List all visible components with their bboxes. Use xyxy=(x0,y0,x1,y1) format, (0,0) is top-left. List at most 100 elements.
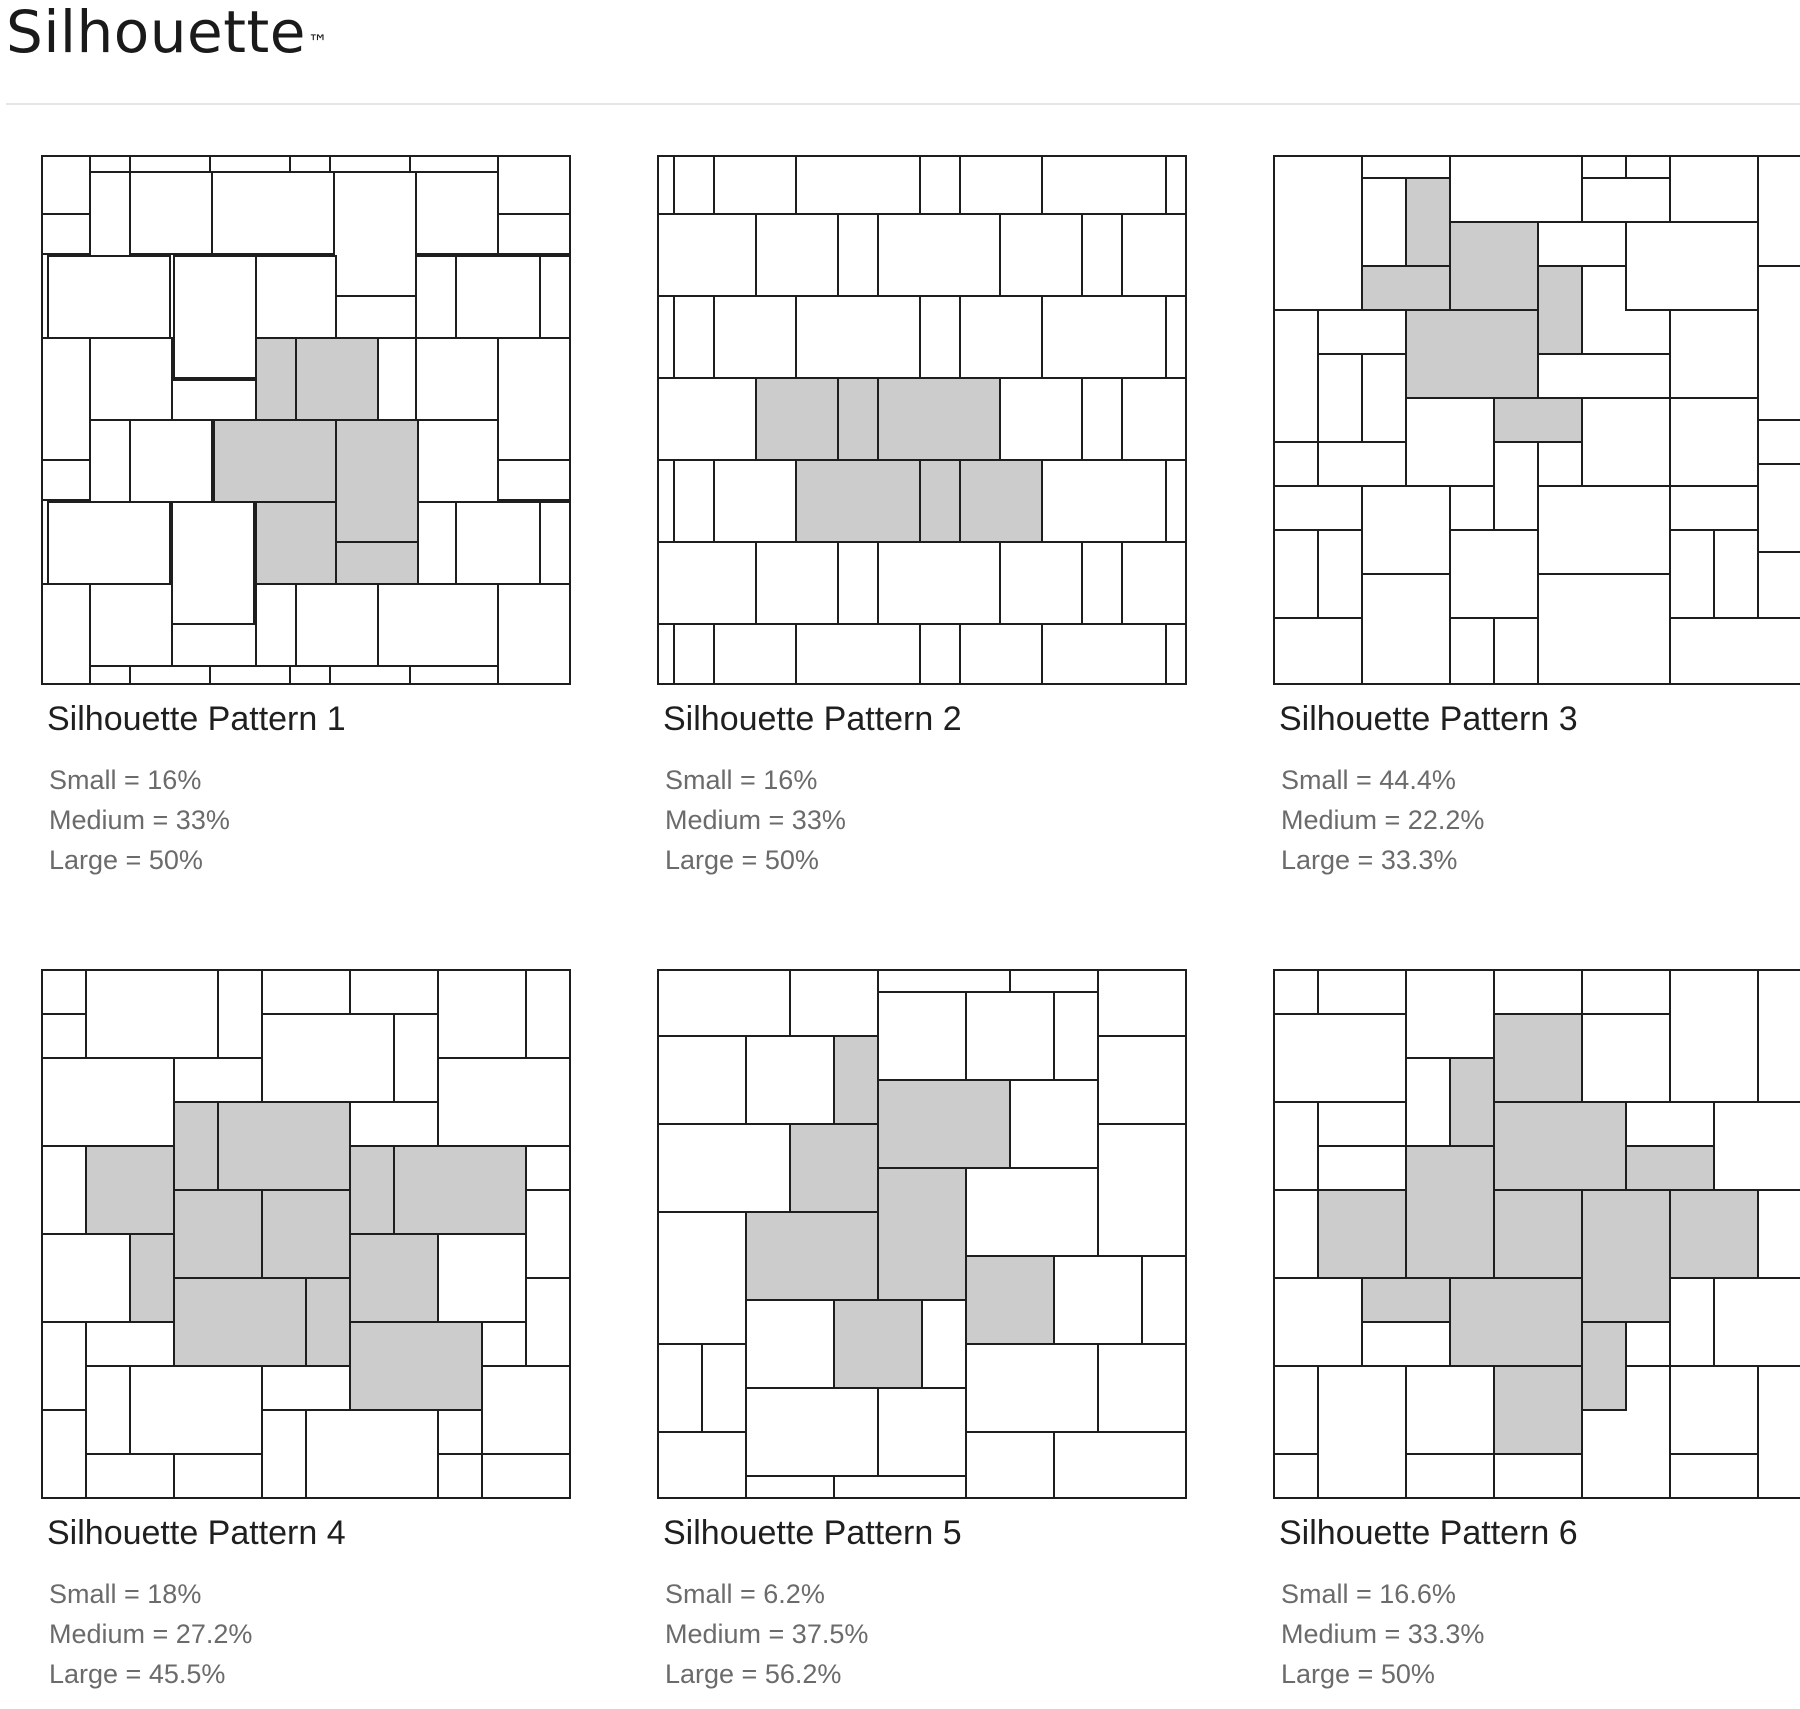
paver-tile xyxy=(1097,1123,1187,1257)
paver-tile xyxy=(1669,397,1759,487)
paver-tile xyxy=(1053,1255,1143,1345)
paver-tile xyxy=(1317,353,1363,443)
paver-tile xyxy=(1041,623,1167,685)
paver-tile xyxy=(959,295,1043,379)
paver-tile xyxy=(481,1365,571,1455)
paver-tile xyxy=(209,155,291,173)
paver-tile xyxy=(919,155,961,215)
paver-tile xyxy=(409,665,499,685)
paver-tile xyxy=(1141,1255,1187,1345)
paver-tile xyxy=(1669,617,1800,685)
paver-tile xyxy=(1581,1013,1671,1103)
highlighted-tile xyxy=(755,377,839,461)
highlight-group xyxy=(755,377,1043,543)
pattern-card-5[interactable]: Silhouette Pattern 5 Small = 6.2% Medium… xyxy=(657,969,1217,1709)
paver-tile xyxy=(1537,573,1671,685)
paver-tile xyxy=(481,1453,571,1499)
paver-tile xyxy=(1317,1101,1407,1147)
paver-tile xyxy=(1757,265,1800,421)
highlighted-tile xyxy=(1317,1189,1407,1279)
paver-tile xyxy=(261,969,351,1015)
paver-tile xyxy=(745,1387,879,1477)
paver-tile xyxy=(1361,485,1451,575)
paver-tile xyxy=(261,1409,307,1499)
paver-tile xyxy=(959,155,1043,215)
paver-tile xyxy=(1757,1189,1800,1279)
highlighted-tile xyxy=(1405,1145,1495,1279)
trademark-symbol: ™ xyxy=(307,30,329,54)
highlighted-tile xyxy=(255,337,297,421)
size-breakdown: Small = 44.4% Medium = 22.2% Large = 33.… xyxy=(1281,760,1484,880)
paver-tile xyxy=(1537,353,1671,399)
highlighted-tile xyxy=(1581,1189,1671,1323)
small-percentage: Small = 6.2% xyxy=(665,1579,825,1609)
paver-tile xyxy=(795,623,921,685)
highlighted-tile xyxy=(173,1101,219,1191)
highlighted-tile xyxy=(877,1167,967,1301)
paver-tile xyxy=(211,171,335,255)
paver-tile xyxy=(999,541,1083,625)
paver-tile xyxy=(539,501,571,585)
paver-tile xyxy=(525,1189,571,1279)
highlighted-tile xyxy=(349,1233,439,1323)
highlighted-tile xyxy=(1493,397,1583,443)
paver-tile xyxy=(1165,295,1187,379)
paver-tile xyxy=(713,459,797,543)
medium-percentage: Medium = 33.3% xyxy=(1281,1619,1485,1649)
paver-tile xyxy=(1713,1101,1800,1191)
paver-tile xyxy=(1669,969,1759,1103)
paver-tile xyxy=(1669,1365,1759,1455)
paver-tile xyxy=(795,155,921,215)
pattern-card-3[interactable]: Silhouette Pattern 3 Small = 44.4% Mediu… xyxy=(1273,155,1800,895)
paver-tile xyxy=(1713,529,1759,619)
paver-tile xyxy=(41,213,91,255)
paver-tile xyxy=(1317,441,1407,487)
pattern-2-diagram xyxy=(657,155,1187,685)
paver-tile xyxy=(415,501,457,585)
paver-tile xyxy=(701,1343,747,1433)
paver-tile xyxy=(1121,213,1187,297)
paver-tile xyxy=(1317,529,1363,619)
paver-tile xyxy=(173,1057,263,1103)
pattern-card-4[interactable]: Silhouette Pattern 4 Small = 18% Medium … xyxy=(41,969,601,1709)
pattern-card-2[interactable]: Silhouette Pattern 2 Small = 16% Medium … xyxy=(657,155,1217,895)
paver-tile xyxy=(455,255,541,339)
paver-tile xyxy=(255,583,297,667)
paver-tile xyxy=(1581,397,1671,487)
paver-tile xyxy=(673,623,715,685)
highlighted-tile xyxy=(1669,1189,1759,1279)
pattern-name: Silhouette Pattern 1 xyxy=(47,700,346,738)
highlighted-tile xyxy=(1493,1189,1583,1279)
paver-tile xyxy=(525,1145,571,1191)
paver-tile xyxy=(1625,155,1671,179)
highlighted-tile xyxy=(1581,1321,1627,1411)
highlight-group xyxy=(1361,177,1583,443)
paver-tile xyxy=(305,1409,439,1499)
paver-tile xyxy=(755,213,839,297)
highlight-group xyxy=(745,1035,1055,1389)
paver-tile xyxy=(657,623,675,685)
paver-tile xyxy=(129,1365,263,1455)
pattern-card-1[interactable]: Silhouette Pattern 1 Small = 16% Medium … xyxy=(41,155,601,895)
pattern-card-6[interactable]: Silhouette Pattern 6 Small = 16.6% Mediu… xyxy=(1273,969,1800,1709)
paver-tile xyxy=(41,1409,87,1499)
paver-tile xyxy=(745,1475,835,1499)
paver-tile xyxy=(877,991,967,1081)
paver-tile xyxy=(713,623,797,685)
paver-tile xyxy=(289,665,331,685)
paver-tile xyxy=(657,295,675,379)
paver-tile xyxy=(335,295,417,339)
paver-tile xyxy=(41,1145,87,1235)
paver-tile xyxy=(1405,1057,1451,1147)
paver-tile xyxy=(1317,969,1407,1015)
pattern-name: Silhouette Pattern 5 xyxy=(663,1514,962,1552)
paver-tile xyxy=(329,665,411,685)
paver-tile xyxy=(89,337,173,421)
paver-tile xyxy=(1053,991,1099,1081)
paver-tile xyxy=(1273,1453,1319,1499)
paver-tile xyxy=(525,969,571,1059)
pattern-3-diagram xyxy=(1273,155,1800,685)
paver-tile xyxy=(919,295,961,379)
paver-tile xyxy=(1361,1321,1451,1367)
pattern-1-diagram xyxy=(41,155,571,685)
